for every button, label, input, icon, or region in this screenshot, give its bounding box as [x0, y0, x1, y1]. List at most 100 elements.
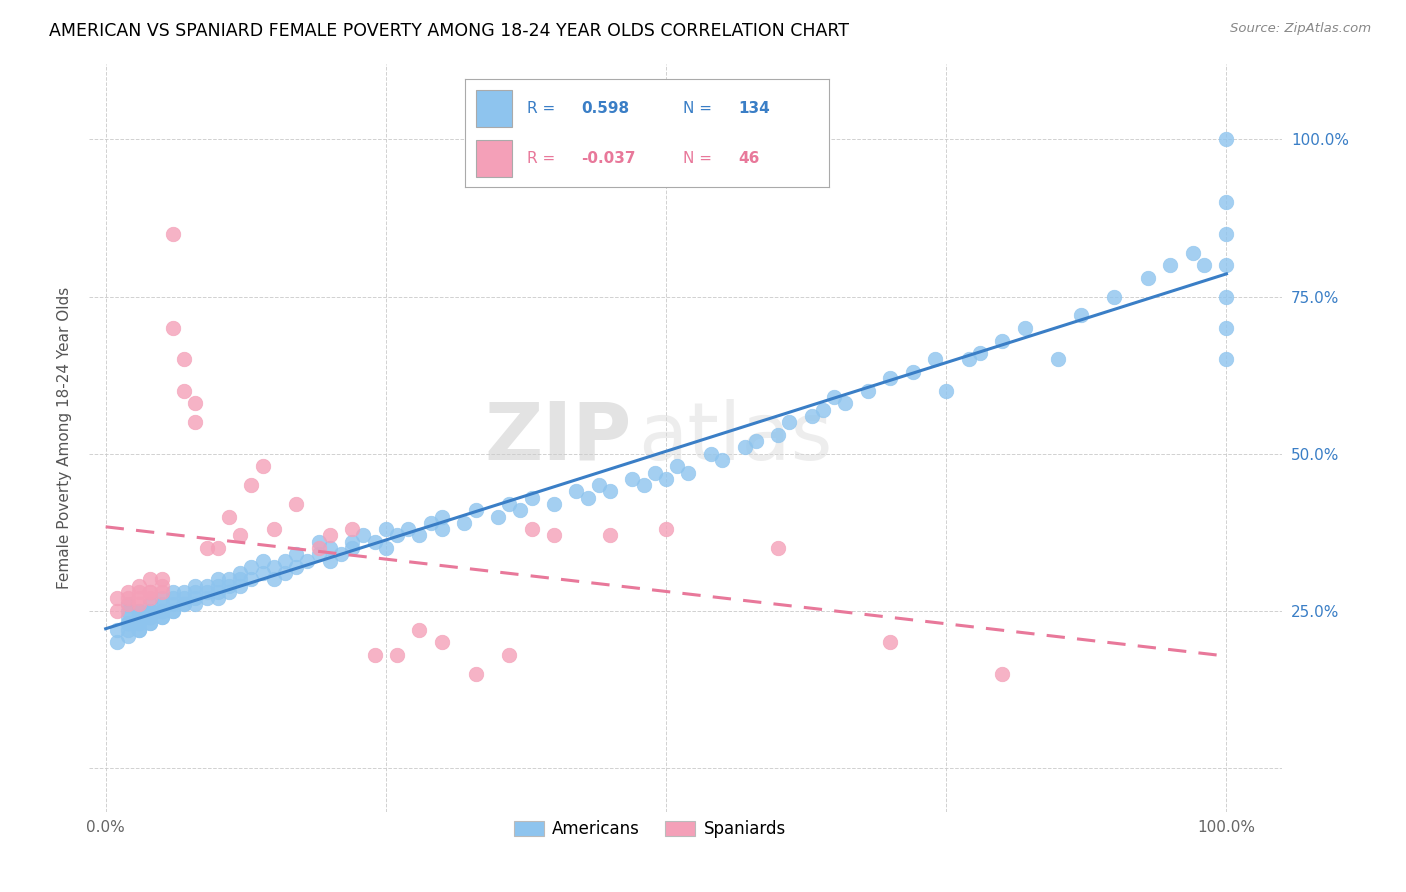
Point	[207, 573, 229, 587]
Point	[105, 623, 128, 637]
Point	[150, 598, 173, 612]
Point	[453, 516, 475, 530]
Point	[128, 585, 150, 599]
Point	[599, 528, 621, 542]
Point	[464, 503, 486, 517]
Point	[285, 547, 308, 561]
Point	[1215, 352, 1237, 367]
Point	[218, 585, 240, 599]
Point	[184, 579, 207, 593]
Point	[396, 522, 419, 536]
Point	[342, 541, 364, 555]
Point	[430, 522, 453, 536]
Point	[924, 352, 946, 367]
Point	[252, 459, 274, 474]
Point	[162, 585, 184, 599]
Point	[1159, 258, 1181, 272]
Point	[162, 227, 184, 241]
Point	[509, 503, 531, 517]
Point	[374, 522, 396, 536]
Point	[150, 604, 173, 618]
Point	[128, 604, 150, 618]
Point	[498, 648, 520, 662]
Point	[173, 585, 195, 599]
Point	[128, 623, 150, 637]
Point	[218, 573, 240, 587]
Point	[811, 402, 834, 417]
Point	[229, 528, 252, 542]
Point	[195, 591, 218, 606]
Point	[419, 516, 441, 530]
Point	[128, 610, 150, 624]
Point	[1215, 321, 1237, 335]
Point	[128, 591, 150, 606]
Point	[117, 629, 139, 643]
Point	[486, 509, 509, 524]
Point	[207, 585, 229, 599]
Point	[308, 534, 330, 549]
Point	[520, 491, 543, 505]
Point	[117, 610, 139, 624]
Point	[184, 591, 207, 606]
Point	[150, 610, 173, 624]
Point	[139, 604, 162, 618]
Point	[678, 466, 700, 480]
Point	[173, 384, 195, 398]
Point	[139, 585, 162, 599]
Text: AMERICAN VS SPANIARD FEMALE POVERTY AMONG 18-24 YEAR OLDS CORRELATION CHART: AMERICAN VS SPANIARD FEMALE POVERTY AMON…	[49, 22, 849, 40]
Point	[150, 604, 173, 618]
Point	[744, 434, 766, 449]
Point	[1192, 258, 1215, 272]
Point	[520, 522, 543, 536]
Point	[117, 623, 139, 637]
Point	[218, 509, 240, 524]
Text: Source: ZipAtlas.com: Source: ZipAtlas.com	[1230, 22, 1371, 36]
Point	[105, 604, 128, 618]
Point	[195, 541, 218, 555]
Point	[173, 598, 195, 612]
Point	[117, 591, 139, 606]
Point	[766, 427, 789, 442]
Point	[252, 566, 274, 580]
Point	[935, 384, 957, 398]
Point	[128, 579, 150, 593]
Point	[162, 604, 184, 618]
Point	[173, 598, 195, 612]
Point	[162, 321, 184, 335]
Point	[879, 371, 901, 385]
Point	[229, 573, 252, 587]
Point	[1181, 245, 1204, 260]
Point	[207, 579, 229, 593]
Point	[1047, 352, 1070, 367]
Point	[834, 396, 856, 410]
Point	[430, 509, 453, 524]
Point	[1215, 289, 1237, 303]
Point	[319, 528, 342, 542]
Point	[128, 604, 150, 618]
Point	[408, 623, 430, 637]
Point	[1215, 258, 1237, 272]
Point	[621, 472, 644, 486]
Point	[308, 547, 330, 561]
Point	[1014, 321, 1036, 335]
Point	[957, 352, 980, 367]
Point	[319, 541, 342, 555]
Point	[363, 648, 385, 662]
Point	[565, 484, 588, 499]
Point	[128, 616, 150, 631]
Point	[195, 585, 218, 599]
Point	[195, 579, 218, 593]
Point	[162, 591, 184, 606]
Point	[374, 541, 396, 555]
Point	[117, 598, 139, 612]
Point	[240, 478, 263, 492]
Point	[666, 459, 689, 474]
Point	[330, 547, 353, 561]
Y-axis label: Female Poverty Among 18-24 Year Olds: Female Poverty Among 18-24 Year Olds	[58, 287, 72, 589]
Point	[184, 585, 207, 599]
Point	[342, 534, 364, 549]
Point	[700, 447, 723, 461]
Point	[969, 346, 991, 360]
Point	[117, 598, 139, 612]
Point	[363, 534, 385, 549]
